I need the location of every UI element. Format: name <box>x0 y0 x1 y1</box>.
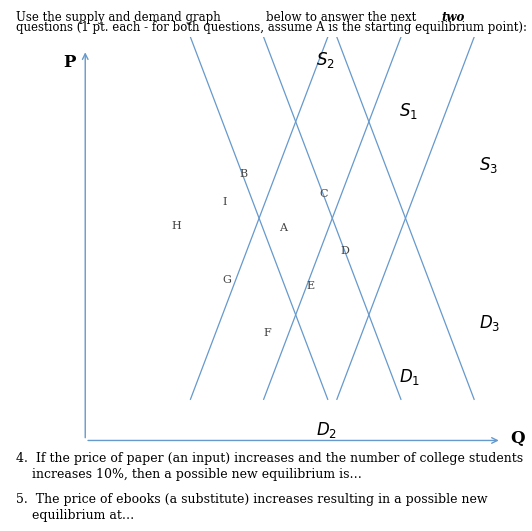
Text: two: two <box>442 11 465 23</box>
Text: P: P <box>63 54 76 71</box>
Text: below to answer the next: below to answer the next <box>266 11 420 23</box>
Text: $D_2$: $D_2$ <box>316 420 337 440</box>
Text: $D_3$: $D_3$ <box>479 313 500 333</box>
Text: F: F <box>263 329 271 338</box>
Text: $S_1$: $S_1$ <box>398 101 418 121</box>
Text: $D_1$: $D_1$ <box>398 367 420 387</box>
Text: H: H <box>171 221 181 232</box>
Text: D: D <box>340 246 350 256</box>
Text: increases 10%, then a possible new equilibrium is…: increases 10%, then a possible new equil… <box>16 468 362 481</box>
Text: E: E <box>306 281 314 291</box>
Text: $S_2$: $S_2$ <box>316 50 335 70</box>
Text: 5.  The price of ebooks (a substitute) increases resulting in a possible new: 5. The price of ebooks (a substitute) in… <box>16 493 488 506</box>
Text: $S_3$: $S_3$ <box>479 155 498 175</box>
Text: B: B <box>239 169 247 179</box>
Text: I: I <box>222 197 227 207</box>
Text: C: C <box>319 190 327 199</box>
Text: Use the supply and demand graph: Use the supply and demand graph <box>16 11 221 23</box>
Text: questions (1 pt. each - for both questions, assume A is the starting equilibrium: questions (1 pt. each - for both questio… <box>16 21 527 34</box>
Text: Q: Q <box>511 430 525 447</box>
Text: equilibrium at…: equilibrium at… <box>16 509 134 521</box>
Text: 4.  If the price of paper (an input) increases and the number of college student: 4. If the price of paper (an input) incr… <box>16 452 523 465</box>
Text: A: A <box>279 222 287 233</box>
Text: G: G <box>222 275 231 285</box>
